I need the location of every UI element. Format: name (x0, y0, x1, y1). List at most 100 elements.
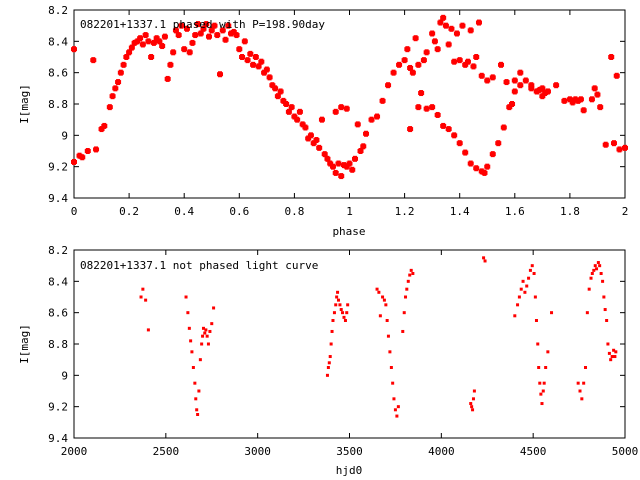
x-tick-label: 0 (71, 205, 78, 218)
data-point (584, 366, 588, 369)
data-point (189, 39, 196, 46)
data-point (98, 126, 105, 133)
data-point (440, 14, 447, 21)
x-tick-label: 3000 (244, 445, 271, 458)
data-point (404, 46, 411, 53)
y-tick-label: 9 (61, 129, 68, 142)
data-point (186, 311, 190, 315)
data-point (336, 298, 340, 302)
x-tick-label: 2 (622, 205, 629, 218)
data-point (598, 264, 602, 268)
data-point (219, 27, 226, 34)
data-point (532, 272, 536, 275)
data-point (156, 38, 163, 45)
data-point (409, 268, 413, 272)
data-point (407, 126, 414, 133)
data-point (528, 268, 532, 272)
data-point (384, 303, 388, 307)
data-point (318, 116, 325, 123)
data-point (536, 342, 540, 346)
data-point (255, 63, 262, 70)
data-point (396, 405, 400, 409)
data-point (553, 82, 560, 89)
data-point (511, 77, 518, 84)
data-point (277, 88, 284, 95)
data-point (538, 381, 542, 385)
data-point (569, 99, 576, 106)
data-point (327, 361, 331, 365)
y-tick-label: 8.8 (48, 338, 68, 351)
data-point (167, 61, 174, 68)
data-point (431, 38, 438, 45)
data-point (467, 27, 474, 34)
data-point (233, 32, 240, 39)
data-point (71, 158, 77, 165)
data-point (195, 408, 199, 412)
data-point (429, 104, 436, 111)
y-tick-label: 8.4 (48, 275, 68, 288)
data-point (456, 57, 463, 64)
data-point (542, 381, 546, 385)
data-point (146, 328, 150, 332)
chart-title: 082201+1337.1 phased with P=198.90day (80, 18, 325, 31)
data-point (481, 169, 488, 176)
data-point (178, 22, 185, 29)
data-point (610, 140, 617, 147)
data-point (170, 49, 177, 56)
data-point (307, 132, 314, 139)
data-point (330, 329, 334, 333)
data-point (192, 32, 199, 39)
data-point (345, 311, 349, 315)
data-point (423, 105, 430, 112)
data-point (84, 148, 91, 154)
data-point (377, 290, 381, 294)
data-point (198, 358, 202, 362)
data-point (591, 85, 598, 92)
data-point (302, 124, 309, 131)
data-point (360, 143, 367, 150)
data-point (329, 163, 336, 170)
data-point (184, 295, 188, 299)
data-point (357, 148, 364, 154)
data-point (187, 326, 191, 330)
data-point (349, 166, 356, 173)
data-point (210, 322, 214, 326)
data-point (544, 88, 551, 95)
data-point (164, 75, 171, 82)
y-tick-label: 9.4 (48, 432, 68, 445)
data-point (363, 130, 370, 137)
x-tick-label: 2000 (61, 445, 88, 458)
data-point (616, 146, 623, 153)
data-point (475, 19, 482, 26)
data-point (241, 38, 248, 45)
data-point (528, 85, 535, 92)
data-point (288, 104, 295, 111)
data-point (601, 279, 605, 283)
data-point (522, 77, 529, 84)
data-point (117, 69, 124, 76)
data-point (434, 111, 441, 118)
data-point (405, 287, 409, 291)
data-point (498, 61, 505, 68)
data-point (537, 366, 541, 369)
data-point (407, 64, 414, 71)
data-point (489, 151, 496, 158)
data-point (471, 408, 475, 412)
data-point (263, 66, 270, 73)
data-point (123, 54, 130, 60)
x-axis-label: phase (332, 225, 365, 238)
data-point (607, 351, 611, 355)
data-point (408, 273, 412, 277)
data-point (109, 93, 116, 100)
y-tick-label: 8.2 (48, 4, 68, 17)
x-tick-label: 4000 (428, 445, 455, 458)
data-point (217, 71, 224, 78)
data-point (236, 46, 243, 53)
data-point (343, 319, 347, 322)
data-point (172, 27, 179, 34)
y-tick-label: 8.8 (48, 98, 68, 111)
data-point (208, 329, 212, 333)
data-point (597, 104, 604, 111)
data-point (451, 132, 458, 139)
data-point (511, 88, 518, 95)
